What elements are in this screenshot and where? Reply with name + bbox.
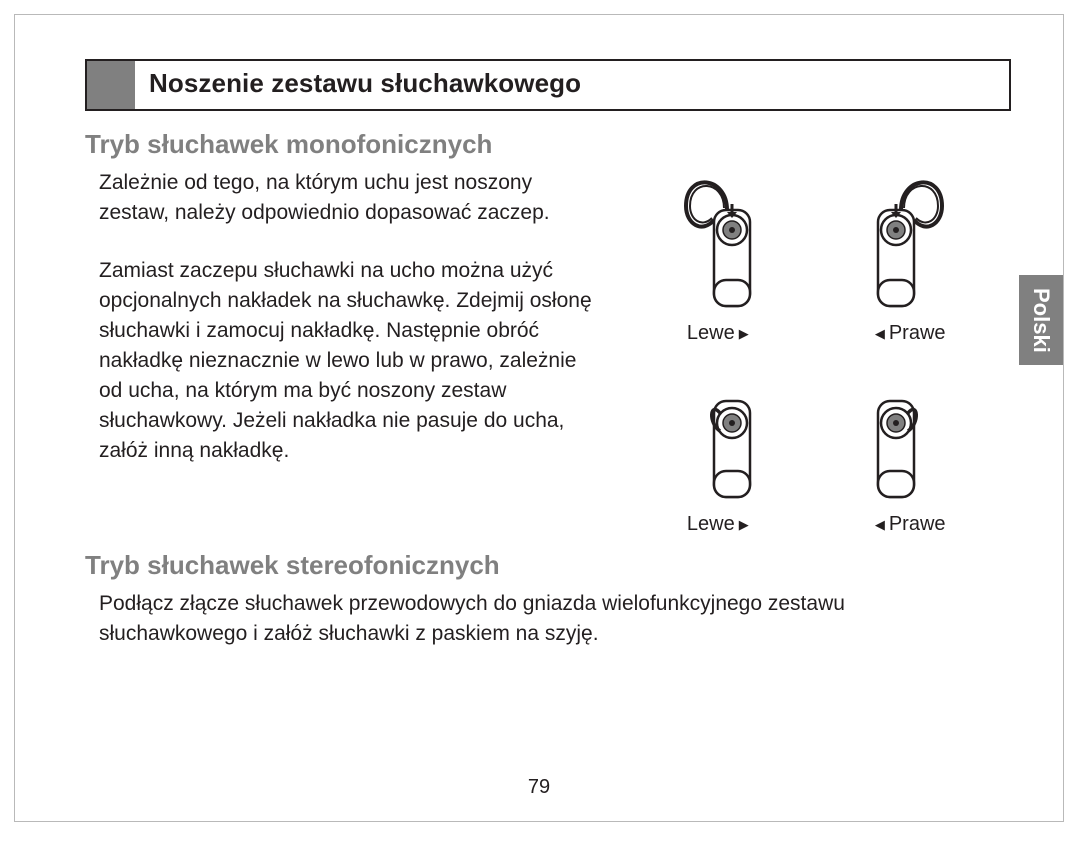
headset-left-earhook-icon <box>674 168 762 318</box>
label-text: Lewe <box>687 513 735 536</box>
headset-right-eargel-icon <box>866 379 954 509</box>
mono-paragraph-2: Zamiast zaczepu słuchawki na ucho można … <box>99 256 605 466</box>
figure-right-earhook: ◀ Prawe <box>821 168 999 345</box>
mono-two-column: Zależnie od tego, na którym uchu jest no… <box>85 168 1011 536</box>
figure-row-earhook: Lewe ▶ <box>629 168 999 345</box>
section-header-bar: Noszenie zestawu słuchawkowego <box>85 59 1011 111</box>
triangle-left-icon: ◀ <box>875 517 885 533</box>
mono-paragraph-1: Zależnie od tego, na którym uchu jest no… <box>99 168 605 228</box>
page: Noszenie zestawu słuchawkowego Tryb słuc… <box>14 14 1064 822</box>
figure-left-earhook: Lewe ▶ <box>629 168 807 345</box>
mono-mode-heading: Tryb słuchawek monofonicznych <box>85 129 1011 160</box>
page-number: 79 <box>528 776 550 799</box>
stereo-paragraph: Podłącz złącze słuchawek przewodowych do… <box>99 589 979 649</box>
figure-label-left-2: Lewe ▶ <box>687 513 749 536</box>
stereo-mode-heading: Tryb słuchawek stereofonicznych <box>85 550 1011 581</box>
label-text: Lewe <box>687 322 735 345</box>
figure-right-eargel: ◀ Prawe <box>821 379 999 536</box>
figure-left-eargel: Lewe ▶ <box>629 379 807 536</box>
mono-text-column: Zależnie od tego, na którym uchu jest no… <box>85 168 605 536</box>
figure-label-right-2: ◀ Prawe <box>875 513 946 536</box>
mono-figure-column: Lewe ▶ <box>629 168 999 536</box>
label-text: Prawe <box>889 513 946 536</box>
triangle-right-icon: ▶ <box>739 326 749 342</box>
language-side-tab: Polski <box>1019 275 1063 365</box>
label-text: Prawe <box>889 322 946 345</box>
headset-left-eargel-icon <box>674 379 762 509</box>
section-title: Noszenie zestawu słuchawkowego <box>135 61 581 109</box>
figure-row-eargel: Lewe ▶ ◀ Prawe <box>629 379 999 536</box>
figure-label-left-1: Lewe ▶ <box>687 322 749 345</box>
triangle-left-icon: ◀ <box>875 326 885 342</box>
headset-right-earhook-icon <box>866 168 954 318</box>
figure-label-right-1: ◀ Prawe <box>875 322 946 345</box>
triangle-right-icon: ▶ <box>739 517 749 533</box>
section-accent-block <box>87 61 135 109</box>
